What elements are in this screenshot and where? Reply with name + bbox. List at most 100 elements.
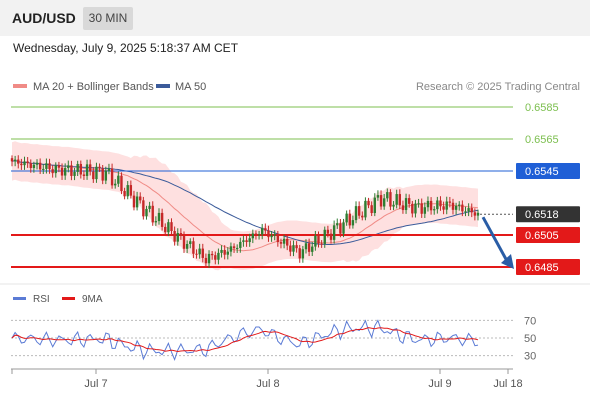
candle-body: [57, 165, 61, 168]
candle-body: [60, 167, 64, 176]
candle-body: [295, 245, 298, 249]
candle-body: [420, 203, 423, 214]
candle-body: [270, 235, 273, 238]
candle-body: [426, 200, 430, 208]
candle-body: [273, 234, 276, 236]
candle-body: [198, 248, 201, 255]
candle-body: [367, 200, 370, 206]
rsi-legend-swatch: [13, 297, 26, 300]
rsi-line: [11, 319, 479, 362]
forecast-arrowhead: [501, 254, 514, 269]
timeframe-badge[interactable]: 30 MIN: [83, 7, 133, 30]
candle-body: [17, 159, 20, 164]
candle-body: [326, 229, 330, 234]
candle-body: [317, 235, 320, 244]
candle-body: [192, 241, 195, 254]
candle-body: [476, 212, 480, 216]
candle-body: [345, 213, 348, 223]
candle-body: [189, 241, 192, 244]
candle-body: [82, 174, 86, 176]
candle-body: [407, 198, 411, 204]
candle-body: [29, 163, 32, 168]
candle-body: [92, 171, 95, 180]
candle-body: [88, 164, 92, 172]
candle-body: [38, 162, 42, 170]
candle-body: [185, 243, 189, 249]
candle-body: [320, 243, 323, 245]
candle-body: [348, 213, 351, 226]
rsi-legend-label: RSI: [33, 294, 50, 305]
candle-body: [417, 203, 420, 205]
candle-body: [376, 195, 380, 198]
candle-body: [32, 164, 36, 168]
candle-body: [223, 249, 226, 255]
candle-body: [311, 246, 314, 252]
candle-body: [70, 165, 73, 176]
candle-body: [395, 194, 398, 205]
research-credit: Research © 2025 Trading Central: [416, 81, 580, 93]
candle-body: [354, 206, 358, 221]
candle-body: [51, 169, 54, 174]
candle-body: [339, 223, 342, 234]
candle-body: [20, 163, 23, 166]
candle-body: [251, 233, 255, 239]
candle-body: [232, 246, 236, 249]
candle-body: [239, 241, 242, 248]
candle-body: [404, 198, 408, 211]
candle-body: [323, 229, 326, 244]
candle-body: [220, 249, 223, 253]
candle-body: [364, 200, 367, 218]
candle-body: [164, 226, 167, 233]
candle-body: [386, 192, 389, 199]
support-label-box: [516, 259, 580, 275]
candle-body: [336, 223, 339, 226]
candle-body: [279, 242, 283, 244]
bollinger-band: [12, 141, 478, 271]
candle-body: [207, 253, 211, 264]
candle-body: [226, 251, 229, 255]
candle-body: [411, 203, 414, 214]
rsi-ma-line: [11, 327, 479, 353]
candle-body: [45, 163, 48, 169]
candle-body: [379, 195, 383, 207]
candle-body: [110, 168, 114, 186]
candle-body: [301, 249, 305, 259]
candle-body: [292, 245, 295, 252]
candle-body: [201, 248, 204, 258]
target-level-label: 0.6565: [525, 134, 559, 146]
candle-body: [73, 171, 76, 176]
candle-body: [389, 192, 392, 207]
candle-body: [142, 200, 145, 217]
candle-body: [329, 233, 333, 240]
candle-body: [10, 158, 14, 162]
candle-body: [248, 238, 251, 243]
candle-body: [204, 257, 208, 264]
ma50-legend-swatch: [156, 84, 170, 88]
candle-body: [289, 245, 292, 252]
candle-body: [160, 212, 164, 227]
candle-body: [314, 235, 317, 247]
candle-body: [307, 243, 311, 252]
candle-body: [464, 211, 467, 213]
candle-body: [120, 175, 123, 192]
candle-body: [145, 208, 148, 217]
candle-body: [235, 247, 239, 249]
candle-body: [129, 185, 133, 196]
candle-body: [63, 168, 67, 176]
candle-body: [304, 243, 308, 250]
candle-body: [114, 183, 117, 186]
candle-body: [261, 228, 264, 235]
candle-body: [245, 240, 248, 243]
candle-body: [332, 225, 336, 240]
candle-body: [267, 230, 270, 238]
candle-body: [13, 159, 17, 162]
rsi-ma-legend-swatch: [62, 297, 75, 300]
time-tick-label: Jul 18: [493, 378, 522, 390]
candle-body: [398, 194, 402, 206]
candle-body: [454, 205, 458, 210]
candle-body: [467, 208, 470, 212]
candle-body: [370, 205, 373, 214]
candle-body: [182, 235, 186, 249]
